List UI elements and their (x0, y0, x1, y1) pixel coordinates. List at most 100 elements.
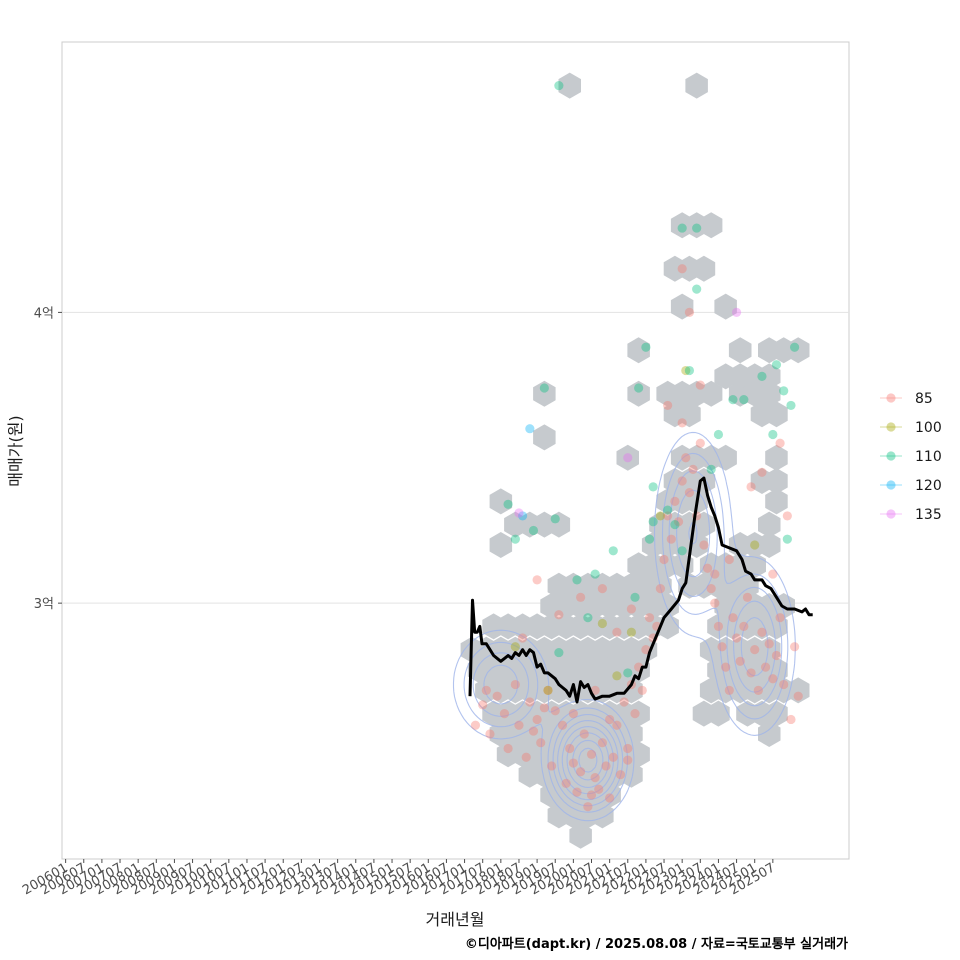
x-axis-ticks: 2006012006072007012007072008012008072009… (20, 859, 778, 898)
data-point-85 (775, 613, 785, 623)
legend-key-point (886, 451, 896, 461)
legend-item: 120 (880, 478, 942, 494)
hexbin-cell (765, 401, 788, 428)
data-point-85 (746, 668, 756, 678)
data-point-85 (663, 400, 673, 411)
data-point-85 (550, 706, 560, 716)
hexbin-cell (787, 677, 810, 704)
data-point-110 (771, 360, 782, 370)
data-point-110 (503, 499, 513, 509)
data-point-100 (543, 685, 553, 695)
data-point-85 (728, 613, 738, 623)
data-point-110 (713, 429, 724, 440)
data-point-85 (724, 685, 734, 695)
data-point-85 (789, 642, 800, 652)
density-contour (566, 732, 610, 789)
data-point-85 (623, 743, 633, 754)
data-point-85 (612, 720, 622, 730)
data-point-110 (510, 534, 520, 544)
data-point-85 (706, 584, 716, 594)
data-point-85 (684, 307, 695, 317)
hexbin-cell (489, 488, 513, 515)
hexbin-cell (685, 72, 708, 99)
data-point-110 (782, 534, 792, 544)
data-point-100 (626, 627, 636, 637)
data-point-85 (528, 726, 539, 736)
legend-label: 110 (915, 449, 942, 465)
data-point-85 (626, 604, 636, 614)
legend-label: 135 (915, 507, 942, 523)
data-point-120 (525, 424, 535, 434)
data-point-110 (670, 520, 680, 530)
y-axis-title: 매매가(원) (6, 415, 25, 486)
data-point-100 (681, 365, 691, 376)
legend-item: 100 (880, 420, 942, 436)
density-contour (472, 470, 783, 807)
data-point-110 (550, 514, 560, 524)
data-point-110 (739, 395, 749, 405)
data-point-110 (684, 365, 695, 376)
hexbin-cell (569, 822, 592, 849)
hexbin-cell (699, 212, 723, 239)
data-point-100 (655, 511, 666, 521)
y-tick-label: 4억 (34, 306, 54, 321)
data-point-85 (590, 772, 600, 783)
data-point-85 (670, 496, 680, 506)
data-point-85 (615, 770, 626, 780)
hexbin-cell (634, 636, 658, 663)
trend-line-layer (468, 476, 813, 704)
data-point-85 (619, 697, 629, 707)
density-contour (452, 431, 796, 822)
hexbin-cell (714, 293, 737, 320)
data-point-85 (779, 679, 789, 690)
data-point-85 (597, 738, 607, 748)
data-point-85 (735, 656, 745, 666)
density-contour (483, 489, 777, 801)
data-point-85 (771, 650, 782, 661)
density-contour-layer (452, 431, 796, 822)
hexbin-cell (758, 532, 781, 558)
data-point-110 (554, 647, 564, 658)
hexbin-cell (656, 593, 679, 619)
data-point-85 (750, 645, 760, 655)
hexbin-cell (765, 468, 788, 494)
data-point-85 (605, 793, 615, 803)
data-point-85 (601, 761, 611, 771)
data-point-135 (514, 508, 524, 518)
data-point-135 (623, 453, 633, 463)
data-point-85 (630, 709, 640, 719)
data-point-110 (634, 383, 644, 393)
data-point-110 (608, 546, 618, 556)
data-point-85 (666, 534, 676, 544)
data-point-85 (760, 662, 771, 672)
data-point-85 (554, 610, 564, 620)
data-point-85 (681, 453, 691, 463)
legend: 85 100 110 120 135 (880, 391, 942, 523)
data-point-85 (594, 784, 604, 794)
data-point-85 (532, 575, 542, 585)
data-point-85 (684, 488, 695, 498)
data-point-110 (757, 371, 767, 381)
data-point-110 (789, 342, 800, 352)
hexbin-cell (533, 424, 556, 451)
data-point-100 (597, 618, 607, 629)
data-point-85 (561, 778, 571, 789)
legend-key-point (886, 480, 896, 490)
hexbin-cell (678, 401, 701, 428)
data-point-85 (673, 517, 684, 527)
data-point-110 (768, 429, 778, 440)
data-point-110 (583, 613, 593, 623)
data-point-100 (612, 671, 622, 681)
density-contour (572, 739, 604, 781)
data-point-85 (478, 700, 488, 710)
hexbin-cell (670, 293, 694, 320)
data-point-85 (710, 569, 720, 579)
data-point-85 (514, 720, 524, 730)
data-point-85 (695, 380, 705, 390)
data-point-85 (485, 729, 495, 739)
hexbin-cell (758, 511, 781, 538)
hexbin-cell (616, 444, 639, 471)
legend-label: 120 (915, 478, 942, 494)
hexbin-cell (547, 511, 571, 538)
